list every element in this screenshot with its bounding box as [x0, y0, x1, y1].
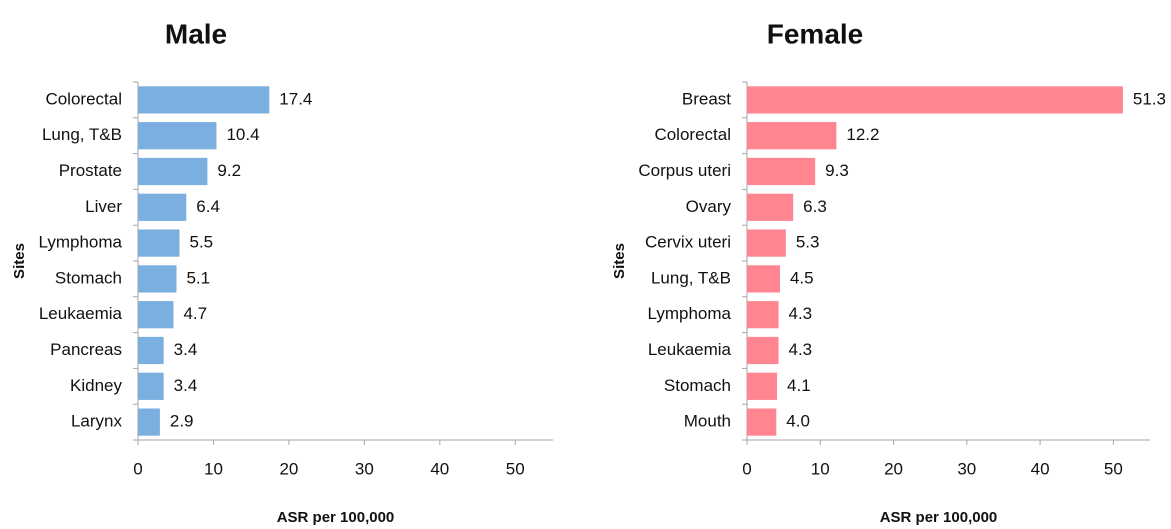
bar: [747, 193, 794, 221]
x-tick-label: 40: [1031, 459, 1050, 478]
x-tick-label: 10: [204, 459, 223, 478]
value-label: 3.4: [174, 340, 198, 359]
chart-title: Male: [165, 18, 227, 49]
value-label: 4.7: [183, 304, 207, 323]
value-label: 51.3: [1133, 89, 1166, 108]
value-label: 2.9: [170, 412, 194, 431]
x-tick-label: 30: [355, 459, 374, 478]
category-label: Leukaemia: [39, 304, 123, 323]
x-tick-label: 50: [506, 459, 525, 478]
bar: [138, 265, 177, 293]
category-label: Lymphoma: [39, 233, 123, 252]
bar: [138, 157, 208, 186]
bar: [747, 408, 777, 436]
bar: [747, 229, 786, 257]
chart-title: Female: [767, 18, 864, 49]
bar: [747, 265, 780, 293]
category-label: Leukaemia: [648, 340, 732, 359]
category-label: Kidney: [70, 376, 122, 395]
value-label: 9.3: [825, 161, 849, 180]
category-label: Ovary: [686, 197, 732, 216]
value-label: 12.2: [846, 125, 879, 144]
value-label: 5.3: [796, 233, 820, 252]
category-label: Mouth: [684, 412, 731, 431]
value-label: 9.2: [217, 161, 241, 180]
x-tick-label: 40: [430, 459, 449, 478]
category-label: Stomach: [664, 376, 731, 395]
category-label: Prostate: [59, 161, 122, 180]
category-label: Pancreas: [50, 340, 122, 359]
value-label: 4.0: [786, 412, 810, 431]
x-tick-label: 20: [279, 459, 298, 478]
x-tick-label: 20: [884, 459, 903, 478]
category-label: Liver: [85, 197, 122, 216]
category-label: Colorectal: [45, 89, 122, 108]
value-label: 5.1: [186, 268, 210, 287]
x-tick-label: 0: [133, 459, 142, 478]
value-label: 4.3: [789, 340, 813, 359]
x-tick-label: 30: [957, 459, 976, 478]
bar: [747, 301, 779, 329]
bar: [747, 372, 778, 400]
category-label: Cervix uteri: [645, 233, 731, 252]
category-label: Lymphoma: [648, 304, 732, 323]
value-label: 10.4: [226, 125, 259, 144]
bar: [138, 193, 187, 221]
bar: [138, 301, 174, 329]
category-label: Stomach: [55, 268, 122, 287]
x-tick-label: 0: [742, 459, 751, 478]
category-label: Larynx: [71, 412, 123, 431]
value-label: 6.3: [803, 197, 827, 216]
bar: [747, 336, 779, 365]
bar: [747, 86, 1123, 114]
bar: [138, 372, 164, 400]
value-label: 5.5: [190, 233, 214, 252]
x-axis-label: ASR per 100,000: [277, 509, 395, 526]
bar: [138, 86, 270, 114]
y-axis-label: Sites: [611, 243, 628, 279]
category-label: Corpus uteri: [638, 161, 731, 180]
value-label: 4.3: [789, 304, 813, 323]
bar: [747, 122, 837, 150]
bar: [138, 408, 160, 436]
bar: [747, 157, 816, 186]
value-label: 6.4: [196, 197, 220, 216]
x-tick-label: 50: [1104, 459, 1123, 478]
value-label: 4.5: [790, 268, 814, 287]
category-label: Breast: [682, 89, 731, 108]
category-label: Colorectal: [654, 125, 731, 144]
bar: [138, 336, 164, 365]
x-tick-label: 10: [811, 459, 830, 478]
category-label: Lung, T&B: [42, 125, 122, 144]
value-label: 3.4: [174, 376, 198, 395]
bar: [138, 122, 217, 150]
category-label: Lung, T&B: [651, 268, 731, 287]
bar: [138, 229, 180, 257]
y-axis-label: Sites: [11, 243, 28, 279]
x-axis-label: ASR per 100,000: [880, 509, 998, 526]
value-label: 4.1: [787, 376, 811, 395]
value-label: 17.4: [279, 89, 312, 108]
